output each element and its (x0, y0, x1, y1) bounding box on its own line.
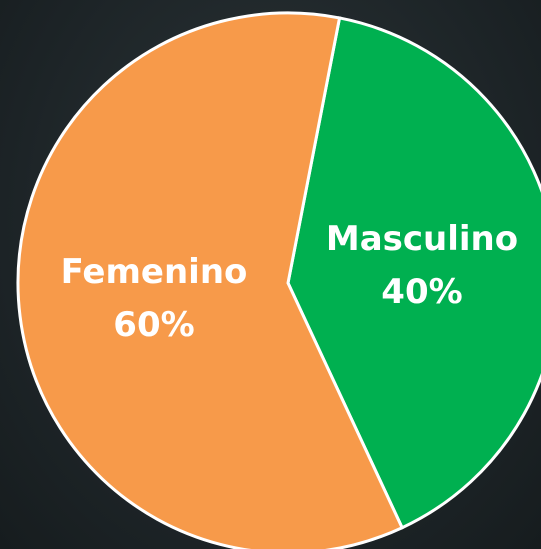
pie-slice (286, 16, 541, 530)
slice-value-label: 60% (113, 305, 194, 345)
slice-label: Masculino (326, 219, 518, 259)
slice-value-label: 40% (381, 272, 462, 312)
slice-label: Femenino (61, 252, 248, 292)
pie-slice (16, 11, 405, 549)
